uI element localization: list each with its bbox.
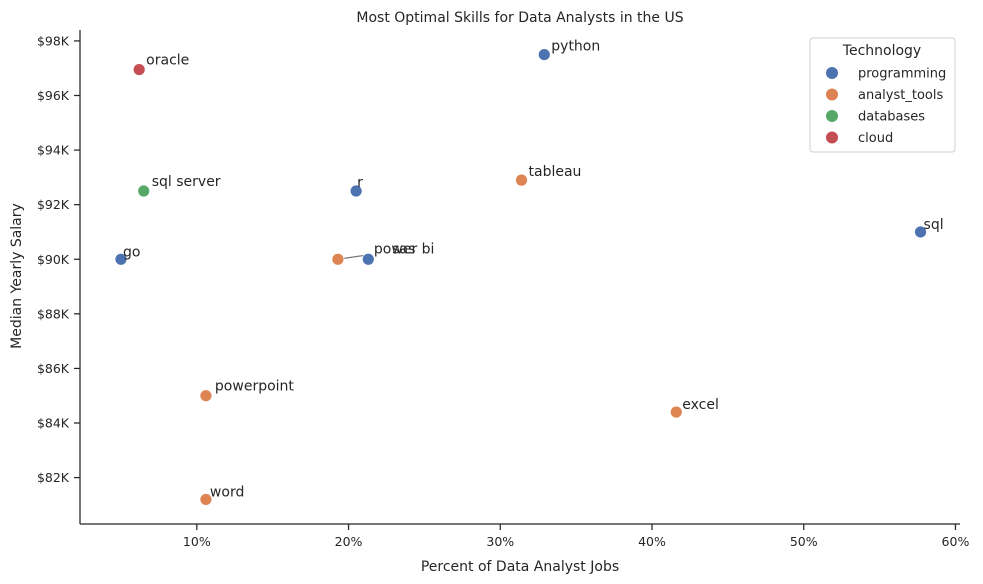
- data-point: [361, 252, 375, 266]
- x-tick-label: 10%: [183, 534, 211, 549]
- y-tick-label: $86K: [37, 361, 70, 376]
- point-label: oracle: [146, 53, 189, 69]
- legend: Technology programming analyst_toolsdataba…: [809, 37, 956, 153]
- y-tick-label: $82K: [37, 470, 70, 485]
- data-point: [137, 184, 151, 198]
- legend-entry: cloud: [858, 131, 893, 146]
- x-tick-label: 20%: [335, 534, 363, 549]
- y-tick-label: $88K: [37, 306, 70, 321]
- point-label: tableau: [529, 164, 582, 180]
- data-point: [349, 184, 363, 198]
- point-label: python: [551, 39, 600, 55]
- x-axis-label: Percent of Data Analyst Jobs: [421, 559, 619, 575]
- legend-entry: programming: [858, 67, 946, 82]
- legend-box: [809, 37, 956, 153]
- x-tick-label: 30%: [486, 534, 514, 549]
- data-point: [199, 389, 213, 403]
- point-label: power bi: [374, 241, 435, 257]
- chart-title: Most Optimal Skills for Data Analysts in…: [356, 10, 683, 26]
- y-tick-label: $94K: [37, 143, 70, 158]
- y-tick-label: $92K: [37, 197, 70, 212]
- y-axis-label: Median Yearly Salary: [9, 203, 25, 349]
- point-label: sql: [924, 217, 944, 233]
- data-point: [515, 173, 528, 187]
- point-label: go: [123, 244, 140, 260]
- legend-entry: databases: [858, 110, 925, 125]
- data-points: [114, 48, 927, 506]
- x-tick-label: 40%: [638, 534, 666, 549]
- data-point: [914, 225, 927, 239]
- point-label: sas: [392, 241, 415, 257]
- y-tick-label: $84K: [37, 416, 70, 431]
- data-point: [199, 493, 213, 506]
- data-point: [331, 252, 345, 266]
- legend-marker: [826, 67, 838, 79]
- x-tick-label: 60%: [942, 534, 970, 549]
- data-point: [114, 252, 128, 266]
- data-point: [132, 63, 146, 76]
- legend-entry: analyst_tools: [858, 88, 943, 103]
- point-label: word: [210, 484, 244, 500]
- point-label: powerpoint: [215, 379, 294, 395]
- point-label: sql server: [152, 174, 221, 190]
- data-point: [669, 405, 683, 419]
- y-tick-label: $96K: [37, 88, 70, 103]
- point-label: r: [357, 175, 363, 191]
- point-label: excel: [682, 397, 719, 413]
- y-tick-label: $98K: [37, 33, 70, 48]
- y-tick-label: $90K: [37, 252, 70, 267]
- legend-marker: [826, 88, 838, 101]
- point-labels: python oracle tableau sql server r sql go power…: [123, 39, 944, 501]
- legend-marker: [826, 131, 838, 144]
- legend-title: Technology: [842, 43, 921, 59]
- x-tick-label: 50%: [790, 534, 818, 549]
- data-point: [537, 48, 551, 61]
- axes: 10% 20% 30% 40% 50% 60% $82K $84K $86K $88K $90K $9…: [37, 30, 970, 549]
- legend-marker: [826, 110, 838, 122]
